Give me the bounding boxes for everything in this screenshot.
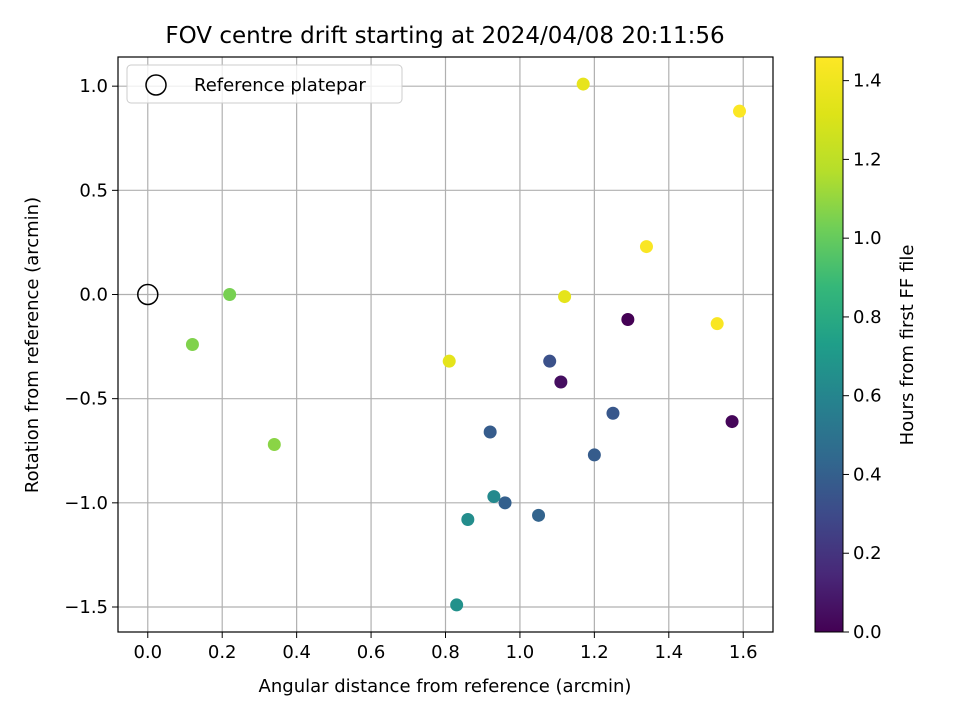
y-tick-label: 0.0 [79,285,108,306]
legend-marker-reference [145,74,167,96]
y-tick-label: 0.5 [79,180,108,201]
data-point [621,313,635,326]
data-point [442,354,456,368]
data-point [487,490,501,504]
data-point [185,338,199,351]
y-axis-label: Rotation from reference (arcmin) [22,197,43,493]
colorbar-ticks: 0.0 0.2 0.4 0.6 0.8 1.0 1.2 1.4 [843,71,882,643]
chart-title: FOV centre drift starting at 2024/04/08 … [165,23,724,49]
data-point [639,240,653,254]
x-axis-label: Angular distance from reference (arcmin) [259,676,632,697]
data-point [587,448,601,462]
x-tick-label: 0.8 [431,642,460,663]
data-point [532,508,546,522]
data-point [733,104,747,118]
y-axis-ticks: 1.0 0.5 0.0 −0.5 −1.0 −1.5 [64,76,118,618]
reference-platepar-marker [137,283,159,306]
y-tick-label: −1.5 [64,597,108,618]
colorbar [814,56,844,633]
colorbar-tick-label: 0.2 [853,543,882,564]
colorbar-tick-label: 0.8 [853,307,882,328]
legend: Reference platepar [126,64,403,104]
x-tick-label: 1.6 [729,642,758,663]
legend-entry-reference: Reference platepar [194,75,366,96]
data-point [725,415,739,429]
data-point [450,598,464,612]
x-tick-label: 1.4 [654,642,683,663]
x-tick-label: 0.0 [133,642,162,663]
y-tick-label: −0.5 [64,389,108,410]
data-point [461,513,475,526]
x-tick-label: 0.6 [357,642,386,663]
x-tick-label: 1.2 [580,642,609,663]
x-tick-label: 0.4 [282,642,311,663]
x-axis-ticks: 0.0 0.2 0.4 0.6 0.8 1.0 1.2 1.4 1.6 [133,632,758,663]
data-point [554,375,568,389]
data-point [498,496,512,510]
data-point [606,406,620,420]
y-tick-label: 1.0 [79,76,108,97]
data-point [267,438,281,451]
colorbar-tick-label: 1.2 [853,149,882,170]
y-tick-label: −1.0 [64,493,108,514]
colorbar-tick-label: 0.6 [853,386,882,407]
x-tick-label: 1.0 [506,642,535,663]
data-point [710,317,724,331]
colorbar-tick-label: 1.0 [853,228,882,249]
data-point [576,77,590,91]
data-points [137,77,747,612]
legend-box [126,64,403,104]
colorbar-tick-label: 0.4 [853,464,882,485]
grid-lines [118,57,773,632]
data-point [543,354,557,368]
colorbar-tick-label: 1.4 [853,71,882,92]
colorbar-tick-label: 0.0 [853,622,882,643]
data-point [483,425,497,439]
data-point [558,290,572,304]
x-tick-label: 0.2 [208,642,237,663]
colorbar-label: Hours from first FF file [897,245,918,446]
data-point [223,288,237,301]
